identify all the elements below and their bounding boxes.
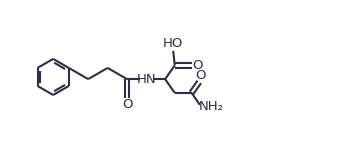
Text: O: O: [195, 69, 206, 82]
Text: NH₂: NH₂: [198, 100, 223, 113]
Text: HN: HN: [136, 73, 156, 86]
Text: O: O: [192, 59, 203, 72]
Text: HO: HO: [163, 37, 183, 50]
Text: O: O: [122, 98, 132, 111]
